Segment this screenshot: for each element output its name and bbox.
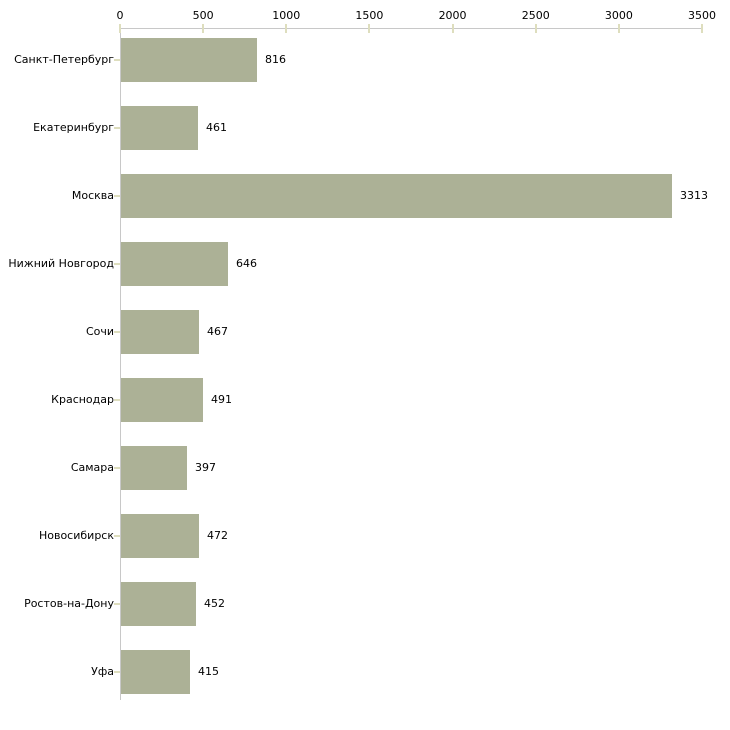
- x-tick: [534, 24, 537, 33]
- value-label: 816: [265, 53, 286, 66]
- x-axis-line: [120, 28, 703, 29]
- x-tick-label: 0: [116, 9, 124, 22]
- category-label: Москва: [71, 189, 114, 202]
- bar: [121, 378, 203, 422]
- x-tick: [202, 24, 205, 33]
- x-tick: [285, 24, 288, 33]
- category-tick: [114, 263, 120, 265]
- value-label: 461: [206, 121, 227, 134]
- x-tick: [451, 24, 454, 33]
- x-tick: [368, 24, 371, 33]
- category-tick: [114, 671, 120, 673]
- x-tick: [701, 24, 703, 33]
- x-tick-label: 3000: [604, 9, 633, 22]
- category-label: Сочи: [85, 325, 114, 338]
- value-label: 467: [207, 325, 228, 338]
- category-label: Краснодар: [51, 393, 114, 406]
- category-tick: [114, 127, 120, 129]
- category-label: Нижний Новгород: [8, 257, 114, 270]
- value-label: 472: [207, 529, 228, 542]
- value-label: 397: [195, 461, 216, 474]
- bar: [121, 106, 198, 150]
- bar: [121, 582, 196, 626]
- value-label: 491: [211, 393, 232, 406]
- category-tick: [114, 535, 120, 537]
- bar: [121, 446, 187, 490]
- bar: [121, 514, 199, 558]
- x-tick-label: 2500: [521, 9, 550, 22]
- category-tick: [114, 195, 120, 197]
- x-tick-label: 3500: [688, 9, 716, 22]
- category-label: Санкт-Петербург: [14, 53, 114, 66]
- category-label: Уфа: [91, 665, 114, 678]
- value-label: 415: [198, 665, 219, 678]
- y-axis-line: [120, 28, 121, 700]
- category-label: Ростов-на-Дону: [24, 597, 114, 610]
- x-tick-label: 1500: [355, 9, 384, 22]
- category-tick: [114, 399, 120, 401]
- bar: [121, 38, 257, 82]
- category-label: Самара: [70, 461, 114, 474]
- value-label: 3313: [680, 189, 708, 202]
- x-tick-label: 2000: [438, 9, 467, 22]
- category-tick: [114, 603, 120, 605]
- category-tick: [114, 331, 120, 333]
- x-tick-label: 1000: [272, 9, 301, 22]
- x-tick: [617, 24, 620, 33]
- x-tick-label: 500: [192, 9, 214, 22]
- x-tick: [119, 24, 121, 33]
- category-tick: [114, 59, 120, 61]
- bar: [121, 242, 228, 286]
- value-label: 646: [236, 257, 257, 270]
- category-label: Новосибирск: [38, 529, 114, 542]
- value-label: 452: [204, 597, 225, 610]
- bar: [121, 650, 190, 694]
- category-tick: [114, 467, 120, 469]
- category-label: Екатеринбург: [33, 121, 114, 134]
- bar: [121, 310, 199, 354]
- bar: [121, 174, 672, 218]
